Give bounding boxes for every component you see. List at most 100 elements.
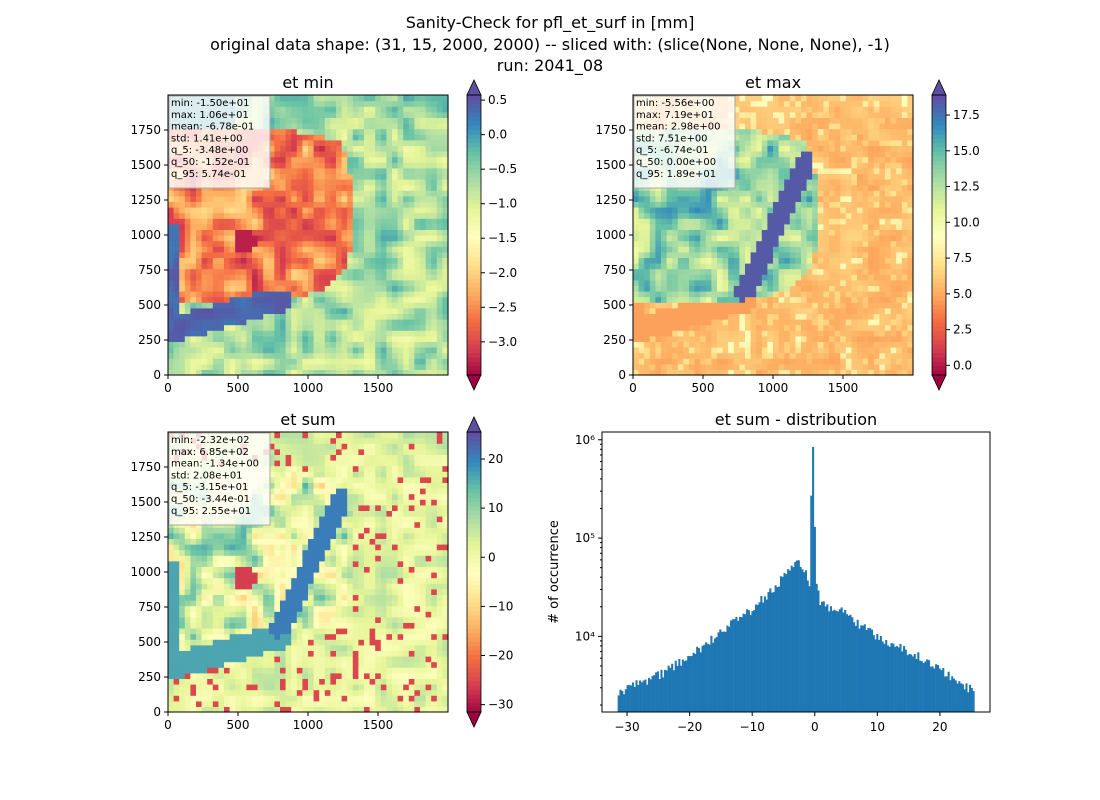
heatmap-cell [302, 151, 309, 158]
heatmap-cell [442, 201, 449, 208]
heatmap-cell [778, 229, 785, 236]
heatmap-cell [263, 268, 270, 275]
heatmap-cell [689, 313, 696, 320]
heatmap-cell [812, 100, 819, 107]
heatmap-cell [308, 139, 315, 146]
heatmap-cell [700, 274, 707, 281]
heatmap-cell [319, 307, 326, 314]
heatmap-cell [683, 251, 690, 258]
heatmap-cell [341, 330, 348, 337]
heatmap-cell [431, 218, 438, 225]
heatmap-cell [733, 369, 740, 376]
heatmap-cell [324, 268, 331, 275]
heatmap-cell [285, 173, 292, 180]
heatmap-cell [885, 279, 892, 286]
heatmap-cell [207, 257, 214, 264]
heatmap-cell [868, 212, 875, 219]
heatmap-cell [397, 285, 404, 292]
heatmap-cell [302, 190, 309, 197]
heatmap-cell [240, 319, 247, 326]
heatmap-cell [868, 156, 875, 163]
heatmap-cell [313, 212, 320, 219]
heatmap-cell [784, 179, 791, 186]
heatmap-cell [190, 257, 197, 264]
heatmap-cell [717, 330, 724, 337]
heatmap-cell [717, 352, 724, 359]
heatmap-cell [778, 151, 785, 158]
heatmap-cell [229, 229, 236, 236]
heatmap-cell [380, 251, 387, 258]
heatmap-cell [268, 324, 275, 331]
heatmap-cell [834, 195, 841, 202]
heatmap-cell [414, 363, 421, 370]
heatmap-cell [302, 352, 309, 359]
heatmap-cell [733, 134, 740, 141]
heatmap-cell [380, 179, 387, 186]
heatmap-cell [296, 347, 303, 354]
heatmap-cell [212, 246, 219, 253]
heatmap-cell [728, 223, 735, 230]
heatmap-cell [352, 274, 359, 281]
heatmap-cell [442, 162, 449, 169]
heatmap-cell [392, 263, 399, 270]
heatmap-cell [683, 324, 690, 331]
heatmap-cell [420, 285, 427, 292]
heatmap-cell [773, 307, 780, 314]
heatmap-cell [425, 111, 432, 118]
heatmap-cell [291, 123, 298, 130]
heatmap-cell [436, 139, 443, 146]
heatmap-cell [212, 218, 219, 225]
heatmap-cell [896, 319, 903, 326]
heatmap-cell [375, 347, 382, 354]
heatmap-cell [655, 352, 662, 359]
heatmap-cell [655, 363, 662, 370]
heatmap-cell [179, 251, 186, 258]
heatmap-cell [364, 117, 371, 124]
heatmap-cell [364, 324, 371, 331]
heatmap-cell [414, 229, 421, 236]
heatmap-cell [425, 358, 432, 365]
heatmap-cell [806, 95, 813, 102]
heatmap-cell [313, 296, 320, 303]
heatmap-cell [666, 190, 673, 197]
heatmap-cell [285, 223, 292, 230]
heatmap-cell [173, 251, 180, 258]
heatmap-cell [324, 95, 331, 102]
heatmap-cell [302, 195, 309, 202]
heatmap-cell [319, 95, 326, 102]
heatmap-cell [896, 358, 903, 365]
heatmap-cell [347, 291, 354, 298]
heatmap-cell [324, 313, 331, 320]
heatmap-cell [330, 212, 337, 219]
heatmap-cell [644, 223, 651, 230]
heatmap-cell [313, 218, 320, 225]
heatmap-cell [840, 246, 847, 253]
heatmap-cell [767, 167, 774, 174]
heatmap-cell [190, 285, 197, 292]
heatmap-cell [829, 184, 836, 191]
heatmap-cell [179, 201, 186, 208]
heatmap-cell [420, 251, 427, 258]
heatmap-cell [347, 251, 354, 258]
heatmap-cell [168, 347, 175, 354]
heatmap-cell [851, 111, 858, 118]
heatmap-cell [369, 251, 376, 258]
heatmap-cell [319, 162, 326, 169]
heatmap-cell [834, 257, 841, 264]
heatmap-cell [296, 296, 303, 303]
heatmap-cell [801, 324, 808, 331]
heatmap-cell [845, 145, 852, 152]
heatmap-cell [661, 358, 668, 365]
heatmap-cell [829, 246, 836, 253]
heatmap-cell [784, 207, 791, 214]
heatmap-cell [313, 223, 320, 230]
heatmap-cell [784, 212, 791, 219]
heatmap-cell [638, 235, 645, 242]
heatmap-cell [364, 319, 371, 326]
heatmap-cell [857, 100, 864, 107]
heatmap-cell [207, 285, 214, 292]
heatmap-cell [711, 335, 718, 342]
heatmap-cell [375, 369, 382, 376]
heatmap-cell [240, 363, 247, 370]
heatmap-cell [672, 296, 679, 303]
